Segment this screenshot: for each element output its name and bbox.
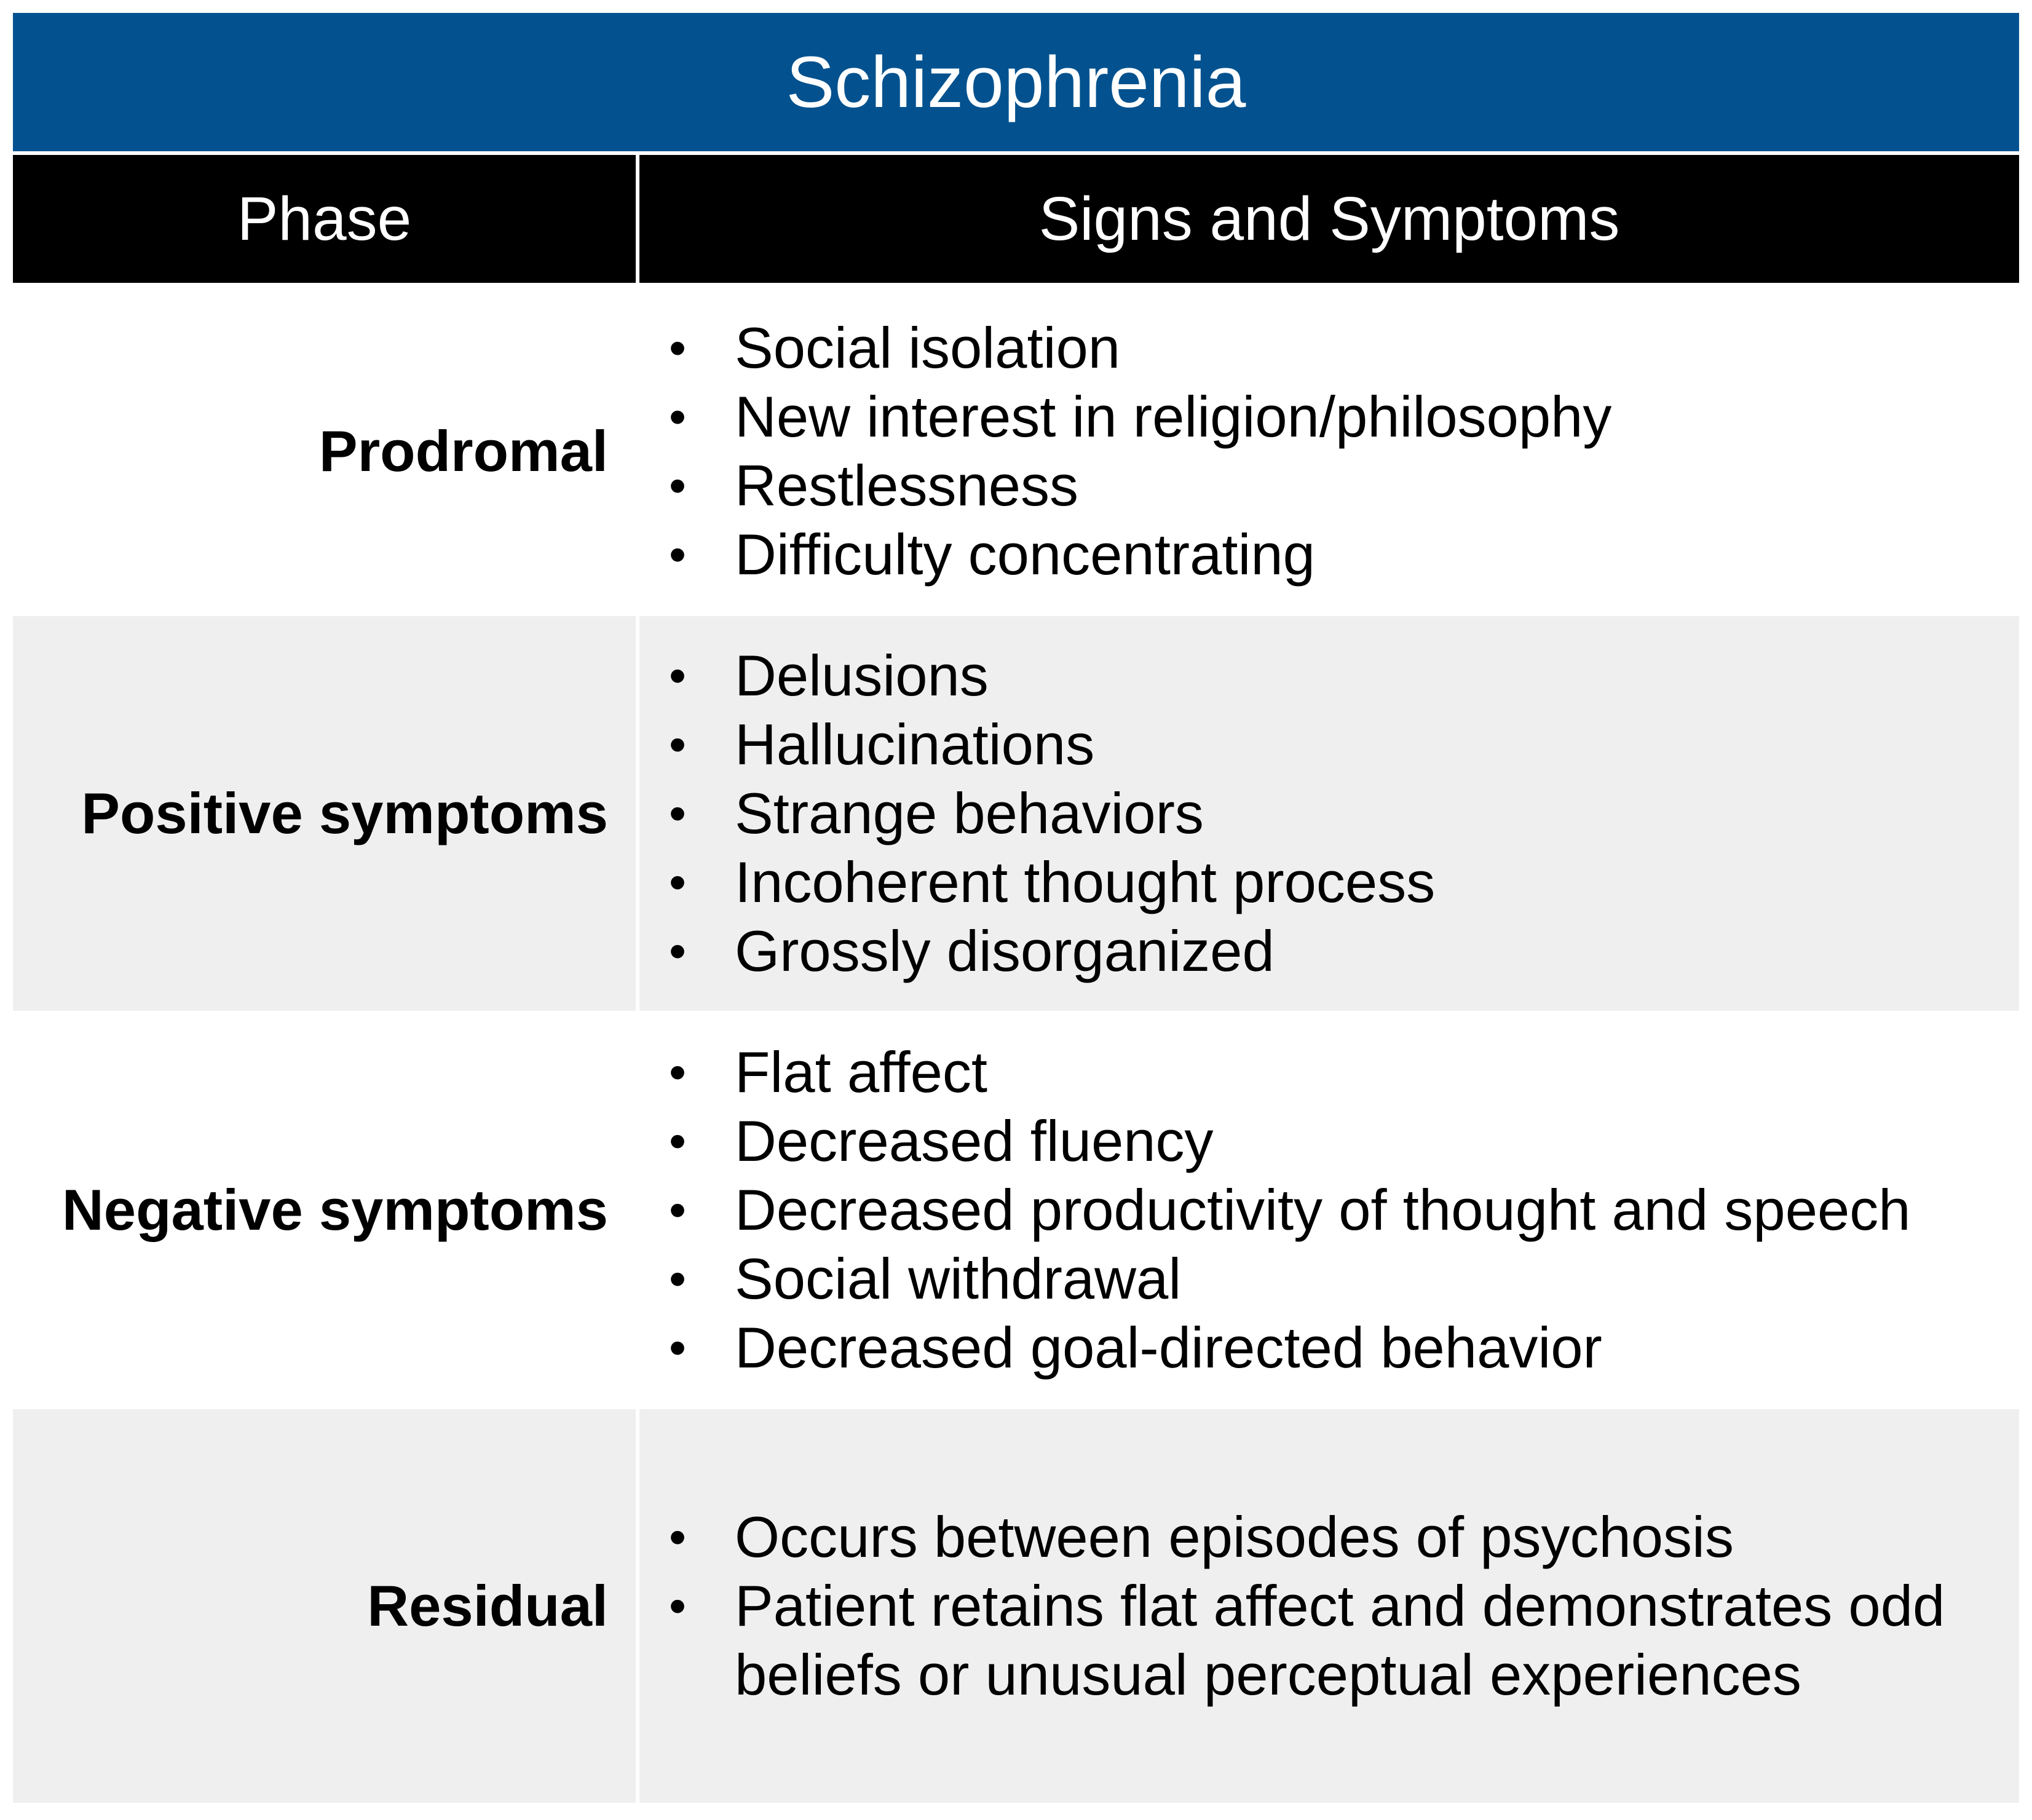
list-item: • Occurs between episodes of psychosis: [663, 1503, 1994, 1572]
header-row: Phase Signs and Symptoms: [13, 155, 2019, 283]
bullet-icon: •: [669, 1509, 687, 1564]
bullet-icon: •: [669, 1114, 687, 1168]
bullet-icon: •: [669, 527, 687, 582]
phase-label: Positive symptoms: [13, 616, 636, 1011]
header-phase: Phase: [13, 155, 636, 283]
list-item: • Social isolation: [663, 314, 1611, 382]
schizophrenia-table: Schizophrenia Phase Signs and Symptoms P…: [13, 13, 2019, 1803]
table-row: Residual • Occurs between episodes of psy…: [13, 1409, 2019, 1803]
symptom-list: • Occurs between episodes of psychosis • P…: [663, 1503, 1994, 1709]
table-title: Schizophrenia: [13, 13, 2019, 151]
bullet-icon: •: [669, 1045, 687, 1099]
symptom-list: • Social isolation • New interest in relig…: [663, 314, 1611, 589]
list-item: • Flat affect: [663, 1038, 1911, 1107]
list-item: • Incoherent thought process: [663, 848, 1435, 917]
list-item: • Difficulty concentrating: [663, 520, 1611, 589]
bullet-icon: •: [669, 924, 687, 978]
list-item: • Delusions: [663, 641, 1435, 710]
phase-label: Residual: [13, 1409, 636, 1803]
symptom-list: • Flat affect • Decreased fluency • Decreas…: [663, 1038, 1911, 1382]
bullet-icon: •: [669, 458, 687, 513]
symptoms-cell: • Flat affect • Decreased fluency • Decreas…: [639, 1011, 2019, 1409]
list-item: • Restlessness: [663, 451, 1611, 520]
bullet-icon: •: [669, 320, 687, 375]
table-row: Prodromal • Social isolation • New interes…: [13, 287, 2019, 616]
list-item: • Decreased goal-directed behavior: [663, 1313, 1911, 1382]
bullet-icon: •: [669, 786, 687, 841]
bullet-icon: •: [669, 1320, 687, 1375]
bullet-icon: •: [669, 1251, 687, 1306]
bullet-icon: •: [669, 855, 687, 909]
bullet-icon: •: [669, 1578, 687, 1633]
list-item: • Decreased fluency: [663, 1107, 1911, 1176]
list-item: • Decreased productivity of thought and s…: [663, 1176, 1911, 1244]
symptom-list: • Delusions • Hallucinations • Strange beha…: [663, 641, 1435, 986]
bullet-icon: •: [669, 1182, 687, 1237]
bullet-icon: •: [669, 389, 687, 444]
bullet-icon: •: [669, 717, 687, 772]
symptoms-cell: • Occurs between episodes of psychosis • P…: [639, 1409, 2019, 1803]
table-row: Positive symptoms • Delusions • Hallucinat…: [13, 616, 2019, 1011]
phase-label: Negative symptoms: [13, 1011, 636, 1409]
list-item: • Grossly disorganized: [663, 917, 1435, 986]
list-item: • Hallucinations: [663, 710, 1435, 779]
symptoms-cell: • Delusions • Hallucinations • Strange beha…: [639, 616, 2019, 1011]
list-item: • Social withdrawal: [663, 1244, 1911, 1313]
list-item: • Patient retains flat affect and demonst…: [663, 1572, 1994, 1709]
list-item: • Strange behaviors: [663, 779, 1435, 848]
phase-label: Prodromal: [13, 287, 636, 616]
symptoms-cell: • Social isolation • New interest in relig…: [639, 287, 2019, 616]
bullet-icon: •: [669, 648, 687, 703]
table-row: Negative symptoms • Flat affect • Decrease…: [13, 1011, 2019, 1409]
list-item: • New interest in religion/philosophy: [663, 382, 1611, 451]
header-signs-and-symptoms: Signs and Symptoms: [639, 155, 2019, 283]
